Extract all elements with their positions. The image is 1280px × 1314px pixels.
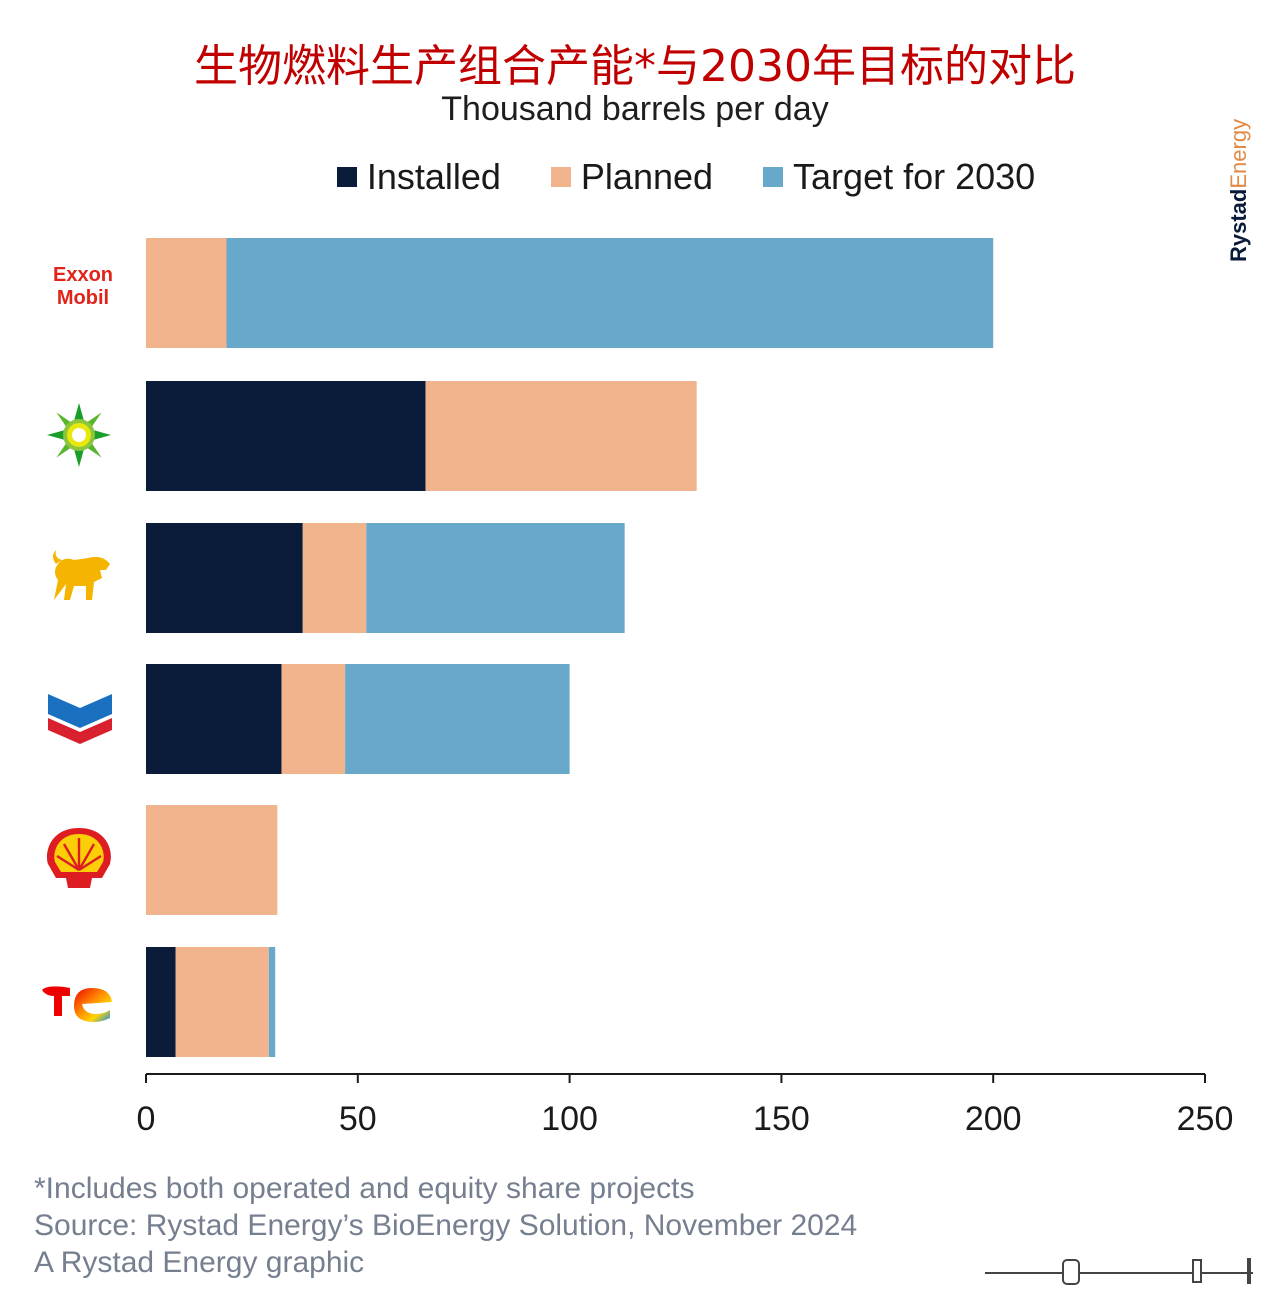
footnote-line-1: *Includes both operated and equity share… (34, 1172, 695, 1205)
chevron-logo (48, 694, 112, 744)
bar-planned-exxonmobil (146, 238, 227, 348)
x-tick-label: 200 (965, 1100, 1022, 1138)
bar-target-totalenergies (268, 947, 276, 1057)
legend-swatch-installed (336, 167, 357, 187)
chart-title: 生物燃料生产组合产能*与2030年目标的对比 (194, 41, 1076, 92)
legend-swatch-target (763, 167, 784, 187)
chart-subtitle: Thousand barrels per day (441, 90, 829, 128)
legend-item-planned: Planned (550, 156, 714, 198)
x-tick-label: 50 (339, 1100, 377, 1138)
bar-target-exxonmobil (226, 238, 994, 348)
footnote-line-2: Source: Rystad Energy’s BioEnergy Soluti… (34, 1209, 858, 1242)
legend-label-planned: Planned (580, 156, 714, 197)
legend-swatch-planned (550, 167, 571, 187)
x-tick-label: 250 (1177, 1100, 1234, 1138)
x-tick-label: 100 (541, 1100, 598, 1138)
bar-installed-eni (146, 523, 303, 633)
bar-planned-bp (425, 381, 697, 491)
legend-item-installed: Installed (336, 156, 501, 198)
bar-planned-chevron (281, 664, 346, 774)
bp-logo (47, 403, 111, 467)
exxonmobil-logo: Exxon Mobil (52, 264, 114, 309)
bar-planned-totalenergies (175, 947, 269, 1057)
legend-item-target: Target for 2030 (763, 156, 1035, 198)
bar-target-chevron (345, 664, 570, 774)
bar-installed-chevron (146, 664, 282, 774)
footnote-line-3: A Rystad Energy graphic (34, 1246, 365, 1279)
bar-target-eni (366, 523, 625, 633)
bar-planned-shell (146, 805, 278, 915)
bar-planned-eni (302, 523, 367, 633)
x-tick-label: 0 (137, 1100, 156, 1138)
totalenergies-logo (42, 986, 112, 1022)
legend-label-installed: Installed (366, 156, 501, 197)
shell-logo (47, 828, 111, 888)
x-tick-label: 150 (753, 1100, 810, 1138)
watermark-controls-icon (985, 1258, 1253, 1285)
bar-installed-totalenergies (146, 947, 176, 1057)
bar-installed-bp (146, 381, 426, 491)
eni-logo (53, 550, 110, 600)
legend: Installed Planned Target for 2030 (0, 156, 1280, 198)
legend-label-target: Target for 2030 (793, 156, 1036, 197)
